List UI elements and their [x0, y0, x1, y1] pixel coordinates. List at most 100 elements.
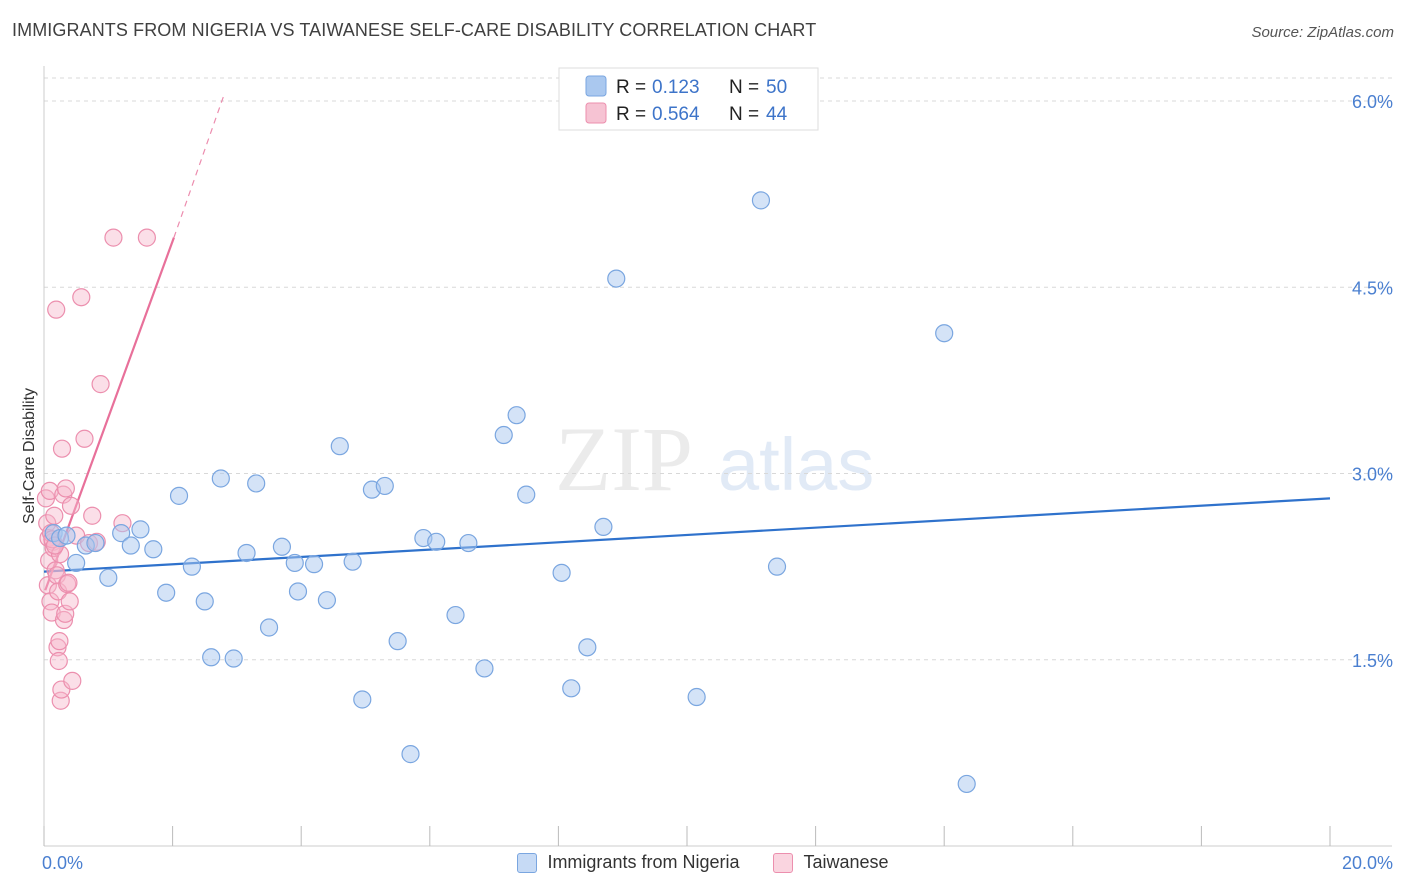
legend-box: R = 0.123 N = 50 R = 0.564 N = 44: [558, 67, 819, 131]
nigeria-point-48: [767, 557, 787, 576]
legend-r-label-pink: R =: [616, 104, 646, 125]
nigeria-point-6: [99, 568, 118, 587]
nigeria-point-46: [687, 687, 706, 707]
nigeria-point-37: [475, 659, 494, 678]
trend-lines: [43, 94, 1331, 591]
nigeria-point-44: [594, 517, 613, 537]
chart-title: IMMIGRANTS FROM NIGERIA VS TAIWANESE SEL…: [12, 20, 817, 40]
taiwanese-point-41: [137, 228, 156, 247]
legend-n-label-blue: N =: [729, 77, 759, 98]
nigeria-point-23: [288, 582, 308, 601]
nigeria-point-39: [507, 406, 526, 425]
taiwanese-point-39: [104, 228, 123, 247]
nigeria-point-3: [67, 553, 86, 573]
nigeria-point-47: [751, 191, 771, 210]
nigeria-point-17: [224, 649, 243, 668]
nigeria-point-12: [169, 486, 189, 505]
taiwanese-point-28: [59, 573, 78, 592]
nigeria-point-14: [195, 592, 214, 611]
x-tick-label-0: 0.0%: [42, 853, 83, 873]
legend-item-taiwanese: Taiwanese: [773, 852, 889, 873]
nigeria-point-45: [607, 269, 626, 288]
nigeria-point-11: [157, 583, 176, 602]
legend-item-nigeria: Immigrants from Nigeria: [517, 852, 739, 873]
taiwanese-point-24: [54, 610, 74, 630]
x-tick-label-1: 20.0%: [1342, 853, 1393, 873]
nigeria-point-2: [57, 526, 76, 545]
legend-swatch-nigeria: [517, 852, 538, 873]
taiwanese-point-29: [60, 592, 79, 611]
nigeria-point-50: [957, 774, 976, 794]
legend-r-value-pink: 0.564: [652, 104, 700, 125]
taiwanese-points: [36, 228, 156, 710]
nigeria-point-15: [202, 648, 221, 667]
nigeria-point-19: [247, 474, 266, 493]
legend-r-label-blue: R =: [616, 77, 646, 98]
y-tick-label-1: 3.0%: [1352, 465, 1393, 485]
watermark: ZIP atlas: [555, 408, 874, 510]
nigeria-point-40: [517, 485, 536, 504]
nigeria-point-5: [86, 533, 105, 553]
legend-n-value-pink: 44: [766, 104, 788, 125]
x-axis-ticks: 0.0% 20.0%: [42, 826, 1393, 873]
nigeria-point-24: [304, 555, 324, 574]
y-tick-label-0: 1.5%: [1352, 651, 1393, 671]
nigeria-point-49: [935, 324, 954, 343]
legend-swatch-taiwanese: [773, 852, 794, 873]
nigeria-point-41: [552, 563, 571, 582]
taiwanese-point-30: [61, 496, 81, 515]
trend-line-taiwanese-extension: [173, 94, 225, 238]
nigeria-point-16: [211, 469, 230, 488]
taiwanese-point-22: [52, 439, 72, 458]
nigeria-point-26: [330, 437, 349, 456]
legend-label-taiwanese: Taiwanese: [803, 852, 889, 872]
taiwanese-point-27: [58, 574, 77, 594]
axes: [43, 66, 1392, 847]
nigeria-point-32: [401, 745, 420, 764]
trend-line-nigeria: [43, 497, 1331, 573]
nigeria-point-7: [112, 524, 131, 543]
y-tick-label-2: 4.5%: [1352, 278, 1393, 298]
taiwanese-point-31: [63, 671, 82, 690]
nigeria-point-35: [446, 605, 465, 625]
gridlines: [44, 77, 1392, 661]
nigeria-point-38: [494, 425, 513, 445]
nigeria-point-28: [353, 690, 372, 709]
taiwanese-point-18: [49, 651, 68, 671]
legend-n-value-blue: 50: [766, 77, 787, 98]
taiwanese-point-36: [83, 506, 102, 525]
legend-swatch-pink: [585, 102, 607, 124]
y-axis-ticks: 1.5% 3.0% 4.5% 6.0%: [1352, 92, 1393, 671]
nigeria-point-13: [182, 557, 201, 576]
nigeria-point-31: [388, 632, 407, 651]
nigeria-point-36: [459, 533, 478, 553]
nigeria-point-18: [237, 543, 256, 563]
source-label: Source: ZipAtlas.com: [1251, 24, 1394, 41]
taiwanese-point-15: [45, 506, 64, 525]
bottom-legend: Immigrants from Nigeria Taiwanese: [0, 852, 1406, 873]
legend-swatch-blue: [585, 75, 607, 97]
watermark-atlas: atlas: [718, 423, 874, 506]
taiwanese-point-38: [91, 375, 110, 394]
nigeria-point-9: [121, 536, 140, 555]
taiwanese-point-16: [47, 300, 66, 319]
nigeria-point-42: [562, 679, 581, 698]
taiwanese-point-34: [75, 429, 94, 448]
nigeria-points: [44, 191, 976, 794]
y-tick-label-3: 6.0%: [1352, 92, 1393, 112]
nigeria-point-10: [144, 540, 163, 559]
nigeria-point-30: [375, 476, 394, 496]
y-axis-label: Self-Care Disability: [21, 388, 38, 524]
nigeria-point-25: [317, 591, 337, 610]
nigeria-point-34: [427, 532, 446, 551]
nigeria-point-8: [131, 520, 150, 539]
taiwanese-point-33: [72, 288, 91, 307]
taiwanese-point-26: [56, 479, 75, 498]
nigeria-point-27: [343, 552, 362, 571]
nigeria-point-21: [272, 537, 292, 556]
watermark-zip: ZIP: [555, 408, 693, 510]
legend-r-value-blue: 0.123: [652, 77, 700, 98]
nigeria-point-22: [285, 553, 304, 573]
legend-label-nigeria: Immigrants from Nigeria: [547, 852, 740, 872]
